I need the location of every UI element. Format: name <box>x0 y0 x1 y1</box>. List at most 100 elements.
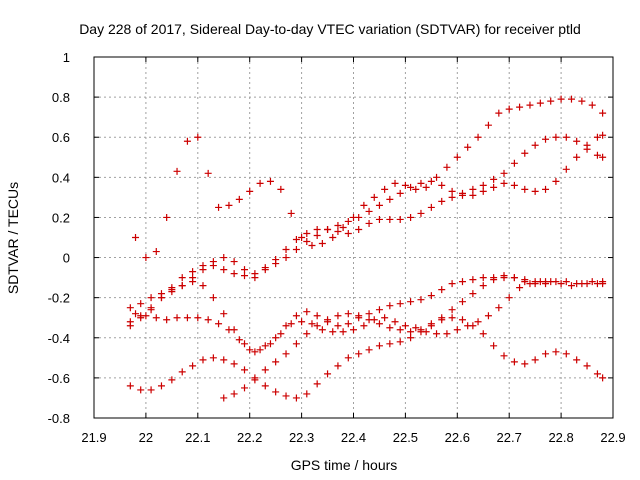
y-tick-label: 0.2 <box>52 210 70 225</box>
data-point <box>490 276 498 284</box>
data-point <box>490 183 498 191</box>
data-point <box>298 234 306 241</box>
data-point <box>375 201 383 209</box>
data-point <box>479 282 487 290</box>
data-point <box>199 262 207 270</box>
data-point <box>458 278 466 286</box>
data-point <box>152 314 160 322</box>
data-point <box>448 314 456 322</box>
data-point <box>536 278 544 286</box>
data-point <box>137 300 145 308</box>
data-point <box>510 181 518 189</box>
data-point <box>261 382 269 390</box>
data-point <box>313 231 321 239</box>
data-point <box>292 340 300 348</box>
y-tick-label: 0.8 <box>52 90 70 105</box>
data-point <box>147 294 155 302</box>
x-tick-label: 22.1 <box>185 430 210 445</box>
data-point <box>453 326 461 334</box>
data-point <box>241 340 249 348</box>
data-point <box>313 225 321 233</box>
data-point <box>531 356 539 364</box>
data-point <box>256 179 264 187</box>
data-point <box>282 392 290 400</box>
data-point <box>142 312 150 320</box>
data-point <box>241 266 249 274</box>
data-point <box>521 149 529 157</box>
data-point <box>178 368 186 376</box>
y-tick-label: -0.4 <box>48 331 70 346</box>
data-point <box>443 163 451 171</box>
data-point <box>350 213 357 221</box>
data-point <box>427 292 435 300</box>
data-point <box>531 280 539 288</box>
data-point <box>152 248 160 256</box>
data-point <box>256 346 264 354</box>
data-point <box>516 103 524 111</box>
data-point <box>194 133 202 141</box>
data-point <box>469 191 477 199</box>
data-point <box>142 254 150 262</box>
data-point <box>334 221 342 229</box>
data-point <box>438 181 446 189</box>
data-point <box>157 382 165 390</box>
data-point <box>287 209 295 217</box>
data-point <box>261 366 269 374</box>
data-point <box>490 175 498 183</box>
data-point <box>375 342 383 350</box>
data-point <box>386 324 394 332</box>
data-point <box>272 256 280 264</box>
data-point <box>448 306 456 314</box>
data-point <box>194 314 202 322</box>
data-point <box>308 242 316 250</box>
data-point <box>225 326 233 334</box>
data-point <box>334 227 342 235</box>
data-point <box>464 143 472 151</box>
data-point <box>531 141 539 149</box>
data-point <box>277 185 285 193</box>
data-point <box>235 195 243 203</box>
data-point <box>230 270 238 278</box>
data-point <box>479 181 487 189</box>
data-point <box>360 322 368 330</box>
data-point <box>547 97 555 105</box>
data-point <box>593 133 601 141</box>
data-point <box>599 131 607 139</box>
x-tick-label: 22.5 <box>393 430 418 445</box>
y-tick-label: -0.8 <box>48 411 70 426</box>
data-point <box>458 316 466 324</box>
data-point <box>355 225 363 233</box>
data-point <box>163 213 171 221</box>
data-point <box>183 137 191 145</box>
data-point <box>355 312 363 320</box>
data-point <box>458 298 466 306</box>
data-point <box>147 386 155 394</box>
x-tick-label: 22.2 <box>237 430 262 445</box>
data-point <box>324 370 332 378</box>
x-tick-label: 22.3 <box>289 430 314 445</box>
data-point <box>599 153 607 161</box>
data-point <box>168 284 176 292</box>
data-point <box>599 280 607 288</box>
data-point <box>334 312 342 320</box>
data-point <box>417 209 425 217</box>
data-point <box>220 266 228 274</box>
data-point <box>350 326 357 334</box>
data-point <box>292 312 300 320</box>
data-point <box>547 278 555 286</box>
data-point <box>313 312 321 320</box>
data-point <box>183 314 191 322</box>
data-point <box>407 298 415 306</box>
data-point <box>318 240 326 248</box>
data-point <box>241 384 249 392</box>
data-point <box>324 225 332 233</box>
data-point <box>204 316 212 324</box>
data-point <box>427 177 435 185</box>
data-point <box>521 278 529 286</box>
data-point <box>282 254 290 262</box>
data-point <box>599 109 607 117</box>
data-point <box>292 236 300 244</box>
data-point <box>308 320 316 328</box>
data-point <box>505 294 513 302</box>
data-point <box>422 183 430 191</box>
